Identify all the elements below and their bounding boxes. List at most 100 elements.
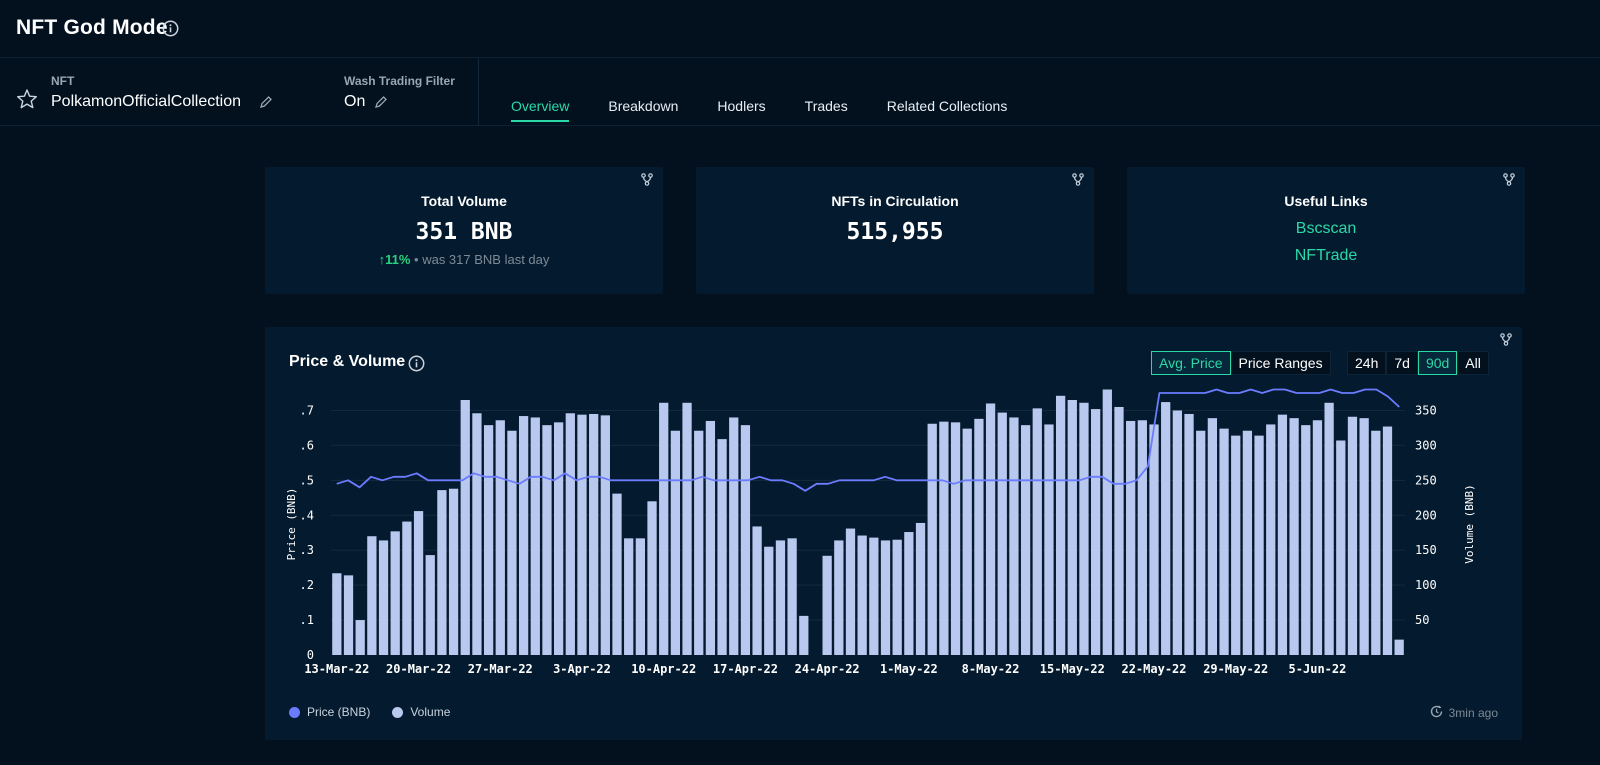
volume-bar (892, 539, 902, 655)
y-tick-left: .1 (300, 613, 314, 627)
volume-bar (1312, 420, 1323, 655)
volume-bar (1091, 409, 1101, 655)
volume-bar (1359, 418, 1369, 655)
avg-price-button[interactable]: Avg. Price (1151, 351, 1231, 375)
y-tick-left: .7 (300, 403, 314, 417)
share-icon[interactable] (1500, 333, 1512, 351)
volume-bar (1207, 418, 1218, 655)
share-icon[interactable] (1072, 173, 1084, 191)
volume-bar (624, 538, 634, 655)
volume-bar (1219, 428, 1229, 655)
range-7d-button[interactable]: 7d (1386, 351, 1418, 375)
edit-nft-icon[interactable] (259, 95, 273, 114)
clock-icon (1430, 705, 1443, 721)
volume-bar (857, 535, 867, 655)
volume-bar (554, 422, 564, 655)
volume-legend-dot (392, 706, 404, 718)
volume-bar (530, 417, 540, 655)
y-tick-left: .6 (300, 438, 314, 452)
y-axis-label-left: Price (BNB) (285, 488, 298, 561)
x-tick-label: 3-Apr-22 (553, 662, 611, 676)
circulation-value: 515,955 (846, 219, 944, 245)
volume-bar (1161, 402, 1171, 655)
volume-bar (1301, 425, 1311, 655)
share-icon[interactable] (1503, 173, 1515, 191)
price-ranges-button[interactable]: Price Ranges (1230, 351, 1331, 375)
volume-bar (1336, 440, 1346, 655)
volume-bar (729, 417, 739, 655)
y-tick-right: 300 (1415, 438, 1437, 452)
volume-change: ↑11% • was 317 BNB last day (265, 252, 663, 267)
tab-hodlers[interactable]: Hodlers (717, 98, 766, 114)
volume-bar (705, 420, 716, 655)
tab-related-collections[interactable]: Related Collections (886, 98, 1008, 114)
volume-bar (495, 420, 505, 655)
y-axis-label-right: Volume (BNB) (1463, 484, 1476, 563)
nftrade-link[interactable]: NFTrade (1294, 247, 1358, 264)
tab-trades[interactable]: Trades (804, 98, 848, 114)
volume-bar (659, 402, 669, 655)
y-tick-right: 50 (1415, 613, 1429, 627)
volume-bar (927, 423, 937, 655)
legend-item-price[interactable]: Price (BNB) (289, 705, 370, 719)
star-icon[interactable] (16, 88, 38, 115)
nft-value[interactable]: PolkamonOfficialCollection (51, 93, 242, 110)
wash-filter-value[interactable]: On (344, 93, 366, 110)
y-tick-left: .2 (300, 578, 314, 592)
useful-links-title: Useful Links (1284, 193, 1368, 209)
tab-overview[interactable]: Overview (511, 98, 570, 122)
x-tick-label: 27-Mar-22 (468, 662, 533, 676)
volume-bar (1114, 406, 1124, 655)
volume-bar (1382, 426, 1393, 655)
bscscan-link[interactable]: Bscscan (1295, 220, 1357, 237)
volume-bar (1149, 424, 1159, 655)
volume-bar (764, 546, 774, 655)
volume-bar (600, 415, 610, 655)
x-tick-label: 5-Jun-22 (1289, 662, 1347, 676)
volume-bar (367, 536, 377, 655)
x-tick-label: 8-May-22 (962, 662, 1020, 676)
tab-breakdown[interactable]: Breakdown (608, 98, 679, 114)
y-tick-right: 350 (1415, 403, 1437, 417)
info-icon[interactable] (162, 20, 179, 42)
selector-bar: NFT PolkamonOfficialCollection Wash Trad… (0, 58, 1600, 126)
legend-label-volume: Volume (410, 705, 451, 719)
volume-bar (472, 413, 482, 655)
x-tick-label: 10-Apr-22 (631, 662, 696, 676)
volume-bar (1137, 420, 1147, 655)
legend-item-volume[interactable]: Volume (392, 705, 450, 719)
volume-bar (355, 620, 365, 655)
info-icon[interactable] (408, 355, 425, 377)
volume-bar (460, 399, 470, 655)
volume-bar (402, 521, 412, 655)
volume-change-percent: 11% (385, 252, 411, 267)
range-toggle: 24h 7d 90d All (1347, 351, 1489, 375)
volume-bar (939, 421, 949, 655)
volume-bar (822, 555, 832, 655)
share-icon[interactable] (641, 173, 653, 191)
volume-bar (670, 430, 681, 655)
volume-bar (1347, 416, 1358, 655)
x-tick-label: 1-May-22 (880, 662, 938, 676)
edit-wash-filter-icon[interactable] (374, 95, 388, 114)
volume-bar (425, 555, 435, 655)
x-tick-label: 24-Apr-22 (795, 662, 860, 676)
volume-bar (577, 414, 587, 655)
price-legend-dot (289, 706, 300, 718)
volume-bar (1254, 435, 1264, 655)
price-line (336, 388, 1400, 492)
range-all-button[interactable]: All (1457, 351, 1489, 375)
wash-filter-label: Wash Trading Filter (344, 74, 455, 88)
volume-previous: • was 317 BNB last day (410, 252, 550, 267)
mode-toggle: Avg. Price Price Ranges (1151, 351, 1331, 375)
volume-bar (1394, 639, 1404, 655)
volume-bar (1009, 417, 1019, 655)
volume-bar (1266, 424, 1276, 655)
selector-divider (478, 58, 479, 126)
range-24h-button[interactable]: 24h (1347, 351, 1387, 375)
volume-bar (437, 490, 447, 655)
volume-bar (834, 540, 844, 655)
volume-bar (565, 413, 575, 655)
range-90d-button[interactable]: 90d (1417, 351, 1458, 375)
volume-bar (775, 540, 786, 655)
